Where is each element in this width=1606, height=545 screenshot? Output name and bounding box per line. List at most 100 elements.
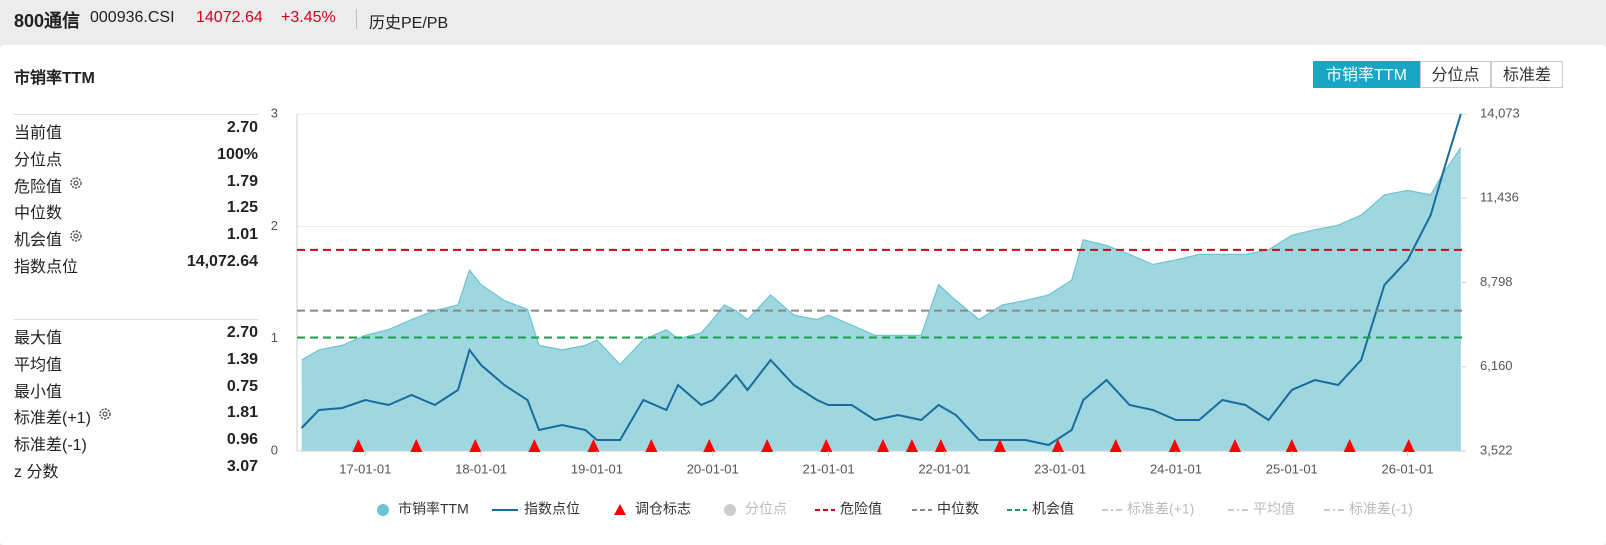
stat-label: 指数点位 xyxy=(14,259,79,276)
x-tick-label: 22-01-01 xyxy=(918,461,970,476)
stat-row: 标准差(+1) 1.81 xyxy=(14,400,258,428)
index-change: +3.45% xyxy=(281,9,336,26)
stat-row: 中位数 1.25 xyxy=(14,195,258,223)
y-tick-label: 1 xyxy=(271,330,278,345)
y2-tick-label: 8,798 xyxy=(1480,274,1513,289)
x-tick-label: 19-01-01 xyxy=(571,461,623,476)
toggle-button[interactable]: 市销率TTM xyxy=(1313,61,1420,88)
legend-label: 标准差(+1) xyxy=(1127,501,1194,517)
divider xyxy=(14,114,258,115)
toggle-button[interactable]: 标准差 xyxy=(1491,61,1563,88)
rebalance-marker xyxy=(1051,439,1064,452)
rebalance-marker xyxy=(1168,439,1181,452)
stat-label: z 分数 xyxy=(14,464,59,481)
stat-label: 分位点 xyxy=(14,151,63,169)
stat-row: 机会值 1.01 xyxy=(14,222,258,250)
stat-value: 3.07 xyxy=(226,458,258,475)
y2-tick-label: 6,160 xyxy=(1480,358,1513,373)
legend-label: 机会值 xyxy=(1032,501,1074,517)
legend-label: 分位点 xyxy=(745,501,787,517)
legend-label: 指数点位 xyxy=(524,501,580,517)
stat-label: 中位数 xyxy=(14,205,63,223)
stat-label: 最小值 xyxy=(14,383,63,401)
y2-tick-label: 14,073 xyxy=(1480,105,1520,120)
stat-label: 平均值 xyxy=(14,356,63,374)
y2-tick-label: 11,436 xyxy=(1480,190,1519,205)
settings[interactable] xyxy=(69,176,83,195)
rebalance-marker xyxy=(1229,439,1242,452)
legend-label: 市销率TTM xyxy=(398,501,469,517)
stat-value: 0.75 xyxy=(226,377,258,395)
rebalance-marker xyxy=(587,439,600,452)
stat-label: 危险值 xyxy=(14,178,63,196)
settings[interactable] xyxy=(69,229,83,248)
stat-value: 2.70 xyxy=(226,119,258,136)
gear-icon[interactable] xyxy=(69,176,83,190)
stat-value: 2.70 xyxy=(226,324,258,341)
legend-swatch xyxy=(614,504,626,515)
stat-row: 平均值 1.39 xyxy=(14,347,258,374)
stat-value: 14,072.64 xyxy=(186,253,258,270)
legend-label: 危险值 xyxy=(840,501,882,517)
stat-row: 标准差(-1) 0.96 xyxy=(14,427,258,455)
gear-icon[interactable] xyxy=(69,229,83,243)
stat-row: 指数点位 14,072.64 xyxy=(14,249,258,276)
stat-value: 100% xyxy=(217,145,258,163)
x-tick-label: 17-01-01 xyxy=(339,461,391,476)
stat-label: 标准差(+1) xyxy=(14,410,91,428)
index-name: 800通信 xyxy=(14,11,81,31)
x-tick-label: 20-01-01 xyxy=(687,461,739,476)
line xyxy=(300,113,1462,447)
x-tick-label: 23-01-01 xyxy=(1034,461,1086,476)
stat-row: 最大值 2.70 xyxy=(14,320,258,347)
stat-value: 1.81 xyxy=(226,404,258,422)
y-tick-label: 0 xyxy=(271,442,278,457)
rebalance-marker xyxy=(469,439,482,452)
stat-label: 机会值 xyxy=(14,232,63,250)
legend-label: 中位数 xyxy=(937,501,979,517)
settings[interactable] xyxy=(98,407,112,426)
x-tick-label: 24-01-01 xyxy=(1150,461,1202,476)
x-tick-label: 25-01-01 xyxy=(1266,461,1318,476)
separator xyxy=(356,9,357,29)
rebalance-marker xyxy=(410,439,423,452)
stat-value: 1.79 xyxy=(226,172,258,190)
x-tick-label: 26-01-01 xyxy=(1382,461,1434,476)
legend-label: 标准差(-1) xyxy=(1349,501,1413,517)
divider xyxy=(14,319,258,320)
tab[interactable]: 历史PE/PB xyxy=(369,15,449,32)
x-tick-label: 18-01-01 xyxy=(455,461,507,476)
stat-value: 1.39 xyxy=(226,350,258,368)
rebalance-marker xyxy=(352,439,365,452)
header: 800通信 000936.CSI 14072.64 +3.45% 历史PE/PB xyxy=(0,0,1606,45)
rebalance-marker xyxy=(993,439,1006,452)
rebalance-marker xyxy=(703,439,716,452)
rebalance-marker xyxy=(1343,439,1356,452)
stat-label: 最大值 xyxy=(14,330,63,347)
rebalance-marker xyxy=(528,439,541,452)
rebalance-marker xyxy=(761,439,774,452)
rebalance-marker xyxy=(645,439,658,452)
rebalance-marker xyxy=(876,439,889,452)
rebalance-marker xyxy=(1285,439,1298,452)
stat-row: 危险值 1.79 xyxy=(14,169,258,196)
area xyxy=(301,147,1461,451)
y2-tick-label: 3,522 xyxy=(1480,442,1513,457)
stat-label: 当前值 xyxy=(14,125,63,142)
stat-value: 1.01 xyxy=(226,226,258,244)
stat-value: 0.96 xyxy=(226,431,258,449)
stat-row: 分位点 100% xyxy=(14,142,258,169)
stat-label: 标准差(-1) xyxy=(14,437,87,455)
stat-row: 当前值 2.70 xyxy=(14,115,258,142)
y-tick-label: 3 xyxy=(271,105,278,120)
index-code: 000936.CSI xyxy=(90,9,175,26)
gear-icon[interactable] xyxy=(98,407,112,421)
stat-value: 1.25 xyxy=(226,199,258,217)
rebalance-marker xyxy=(1402,439,1415,452)
legend-label: 平均值 xyxy=(1253,501,1295,517)
panel-title: 市销率TTM xyxy=(14,70,95,87)
legend-swatch xyxy=(724,504,736,516)
toggle-button[interactable]: 分位点 xyxy=(1420,61,1491,88)
